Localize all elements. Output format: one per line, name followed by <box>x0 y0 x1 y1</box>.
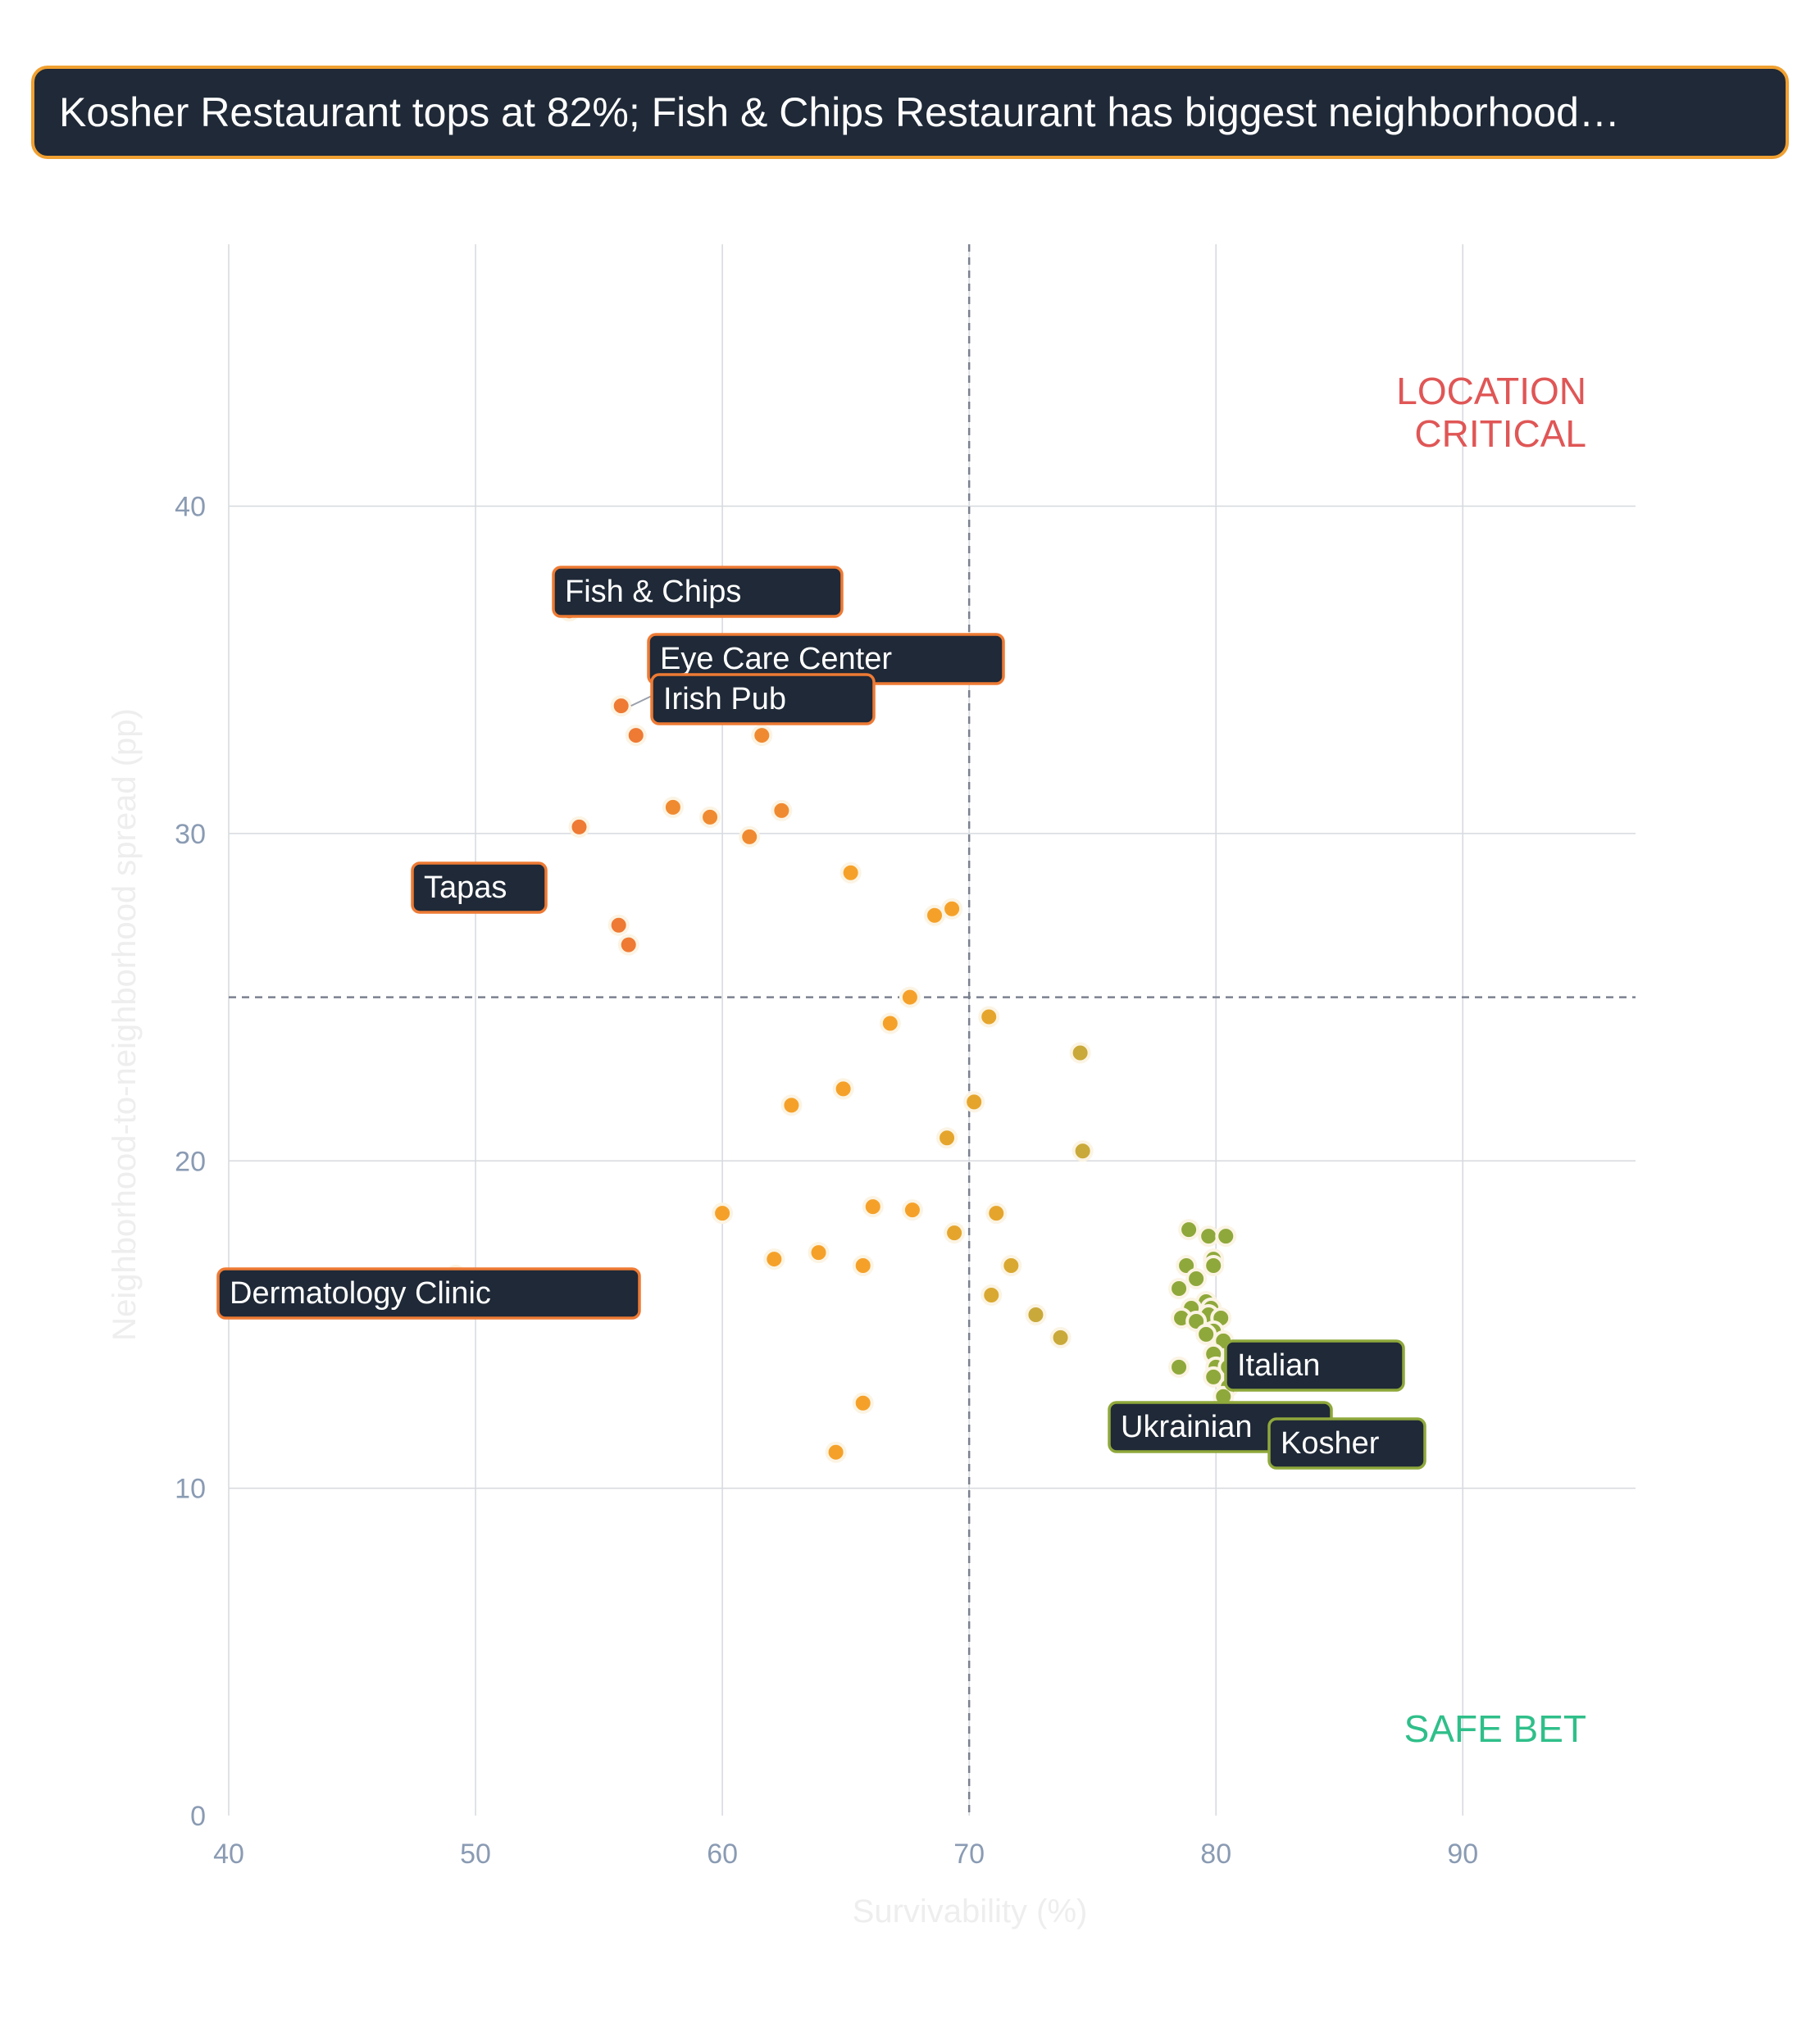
data-point <box>1168 1278 1190 1300</box>
data-point <box>1195 1323 1217 1345</box>
data-point <box>610 695 632 717</box>
data-point <box>901 1199 923 1221</box>
data-point <box>963 1091 985 1113</box>
data-point <box>862 1196 884 1218</box>
point-label: Tapas <box>424 870 507 905</box>
data-point <box>981 1284 1003 1306</box>
data-point <box>808 1242 830 1264</box>
x-tick-label: 80 <box>1200 1839 1231 1870</box>
data-point <box>1185 1268 1208 1290</box>
data-point <box>712 1202 734 1225</box>
data-point <box>751 725 773 747</box>
quadrant-label-line: CRITICAL <box>1414 412 1586 455</box>
x-tick-label: 50 <box>460 1839 491 1870</box>
data-point <box>1203 1366 1225 1388</box>
data-point <box>1215 1225 1237 1248</box>
quadrant-label-line: LOCATION <box>1396 370 1586 412</box>
data-point <box>1000 1255 1022 1277</box>
data-point <box>771 799 793 821</box>
quadrant-label-safe-bet: SAFE BET <box>1404 1707 1586 1750</box>
data-point <box>1168 1356 1190 1378</box>
data-point <box>852 1255 874 1277</box>
data-point <box>625 725 647 747</box>
data-point <box>839 861 862 884</box>
data-point <box>1072 1140 1094 1162</box>
data-point <box>739 825 761 848</box>
label-leader <box>630 695 653 707</box>
point-label: Fish & Chips <box>565 575 741 609</box>
y-tick-label: 20 <box>175 1146 206 1177</box>
data-point <box>1178 1219 1200 1241</box>
data-point <box>1203 1255 1225 1277</box>
label-box <box>650 673 876 725</box>
label-box <box>552 566 844 618</box>
data-point <box>617 934 639 956</box>
x-axis-title: Survivability (%) <box>853 1893 1088 1930</box>
data-point <box>852 1392 874 1414</box>
x-tick-label: 40 <box>213 1839 244 1870</box>
x-tick-label: 90 <box>1447 1839 1478 1870</box>
y-tick-label: 0 <box>190 1801 206 1832</box>
label-box <box>216 1267 641 1320</box>
y-tick-label: 10 <box>175 1474 206 1505</box>
data-point <box>879 1012 901 1034</box>
label-box <box>1267 1417 1426 1470</box>
data-point <box>944 1222 966 1244</box>
data-point <box>936 1127 958 1149</box>
point-label: Italian <box>1237 1348 1320 1383</box>
data-point <box>832 1078 854 1100</box>
quadrant-label-location-critical: LOCATION CRITICAL <box>1396 370 1586 455</box>
data-point <box>924 904 946 926</box>
data-point <box>899 986 921 1008</box>
point-label: Kosher <box>1281 1426 1380 1461</box>
tick-labels: 40 50 60 70 80 90 0 10 20 30 40 <box>175 492 1478 1871</box>
data-point <box>662 796 684 818</box>
y-tick-label: 40 <box>175 492 206 523</box>
data-point <box>941 898 963 920</box>
data-point <box>1198 1225 1220 1248</box>
data-points <box>444 600 1276 1463</box>
data-point <box>1069 1042 1091 1064</box>
data-point <box>1049 1326 1072 1348</box>
data-point <box>985 1202 1008 1225</box>
reference-lines <box>229 244 1636 1816</box>
grid <box>228 244 1636 1816</box>
data-point <box>763 1248 785 1271</box>
point-labels: Fish & Chips Eye Care Center Irish Pub Tapa… <box>216 566 1426 1470</box>
label-box <box>411 861 548 914</box>
x-tick-label: 70 <box>953 1839 985 1870</box>
x-tick-label: 60 <box>707 1839 738 1870</box>
data-point <box>825 1441 847 1463</box>
label-box <box>1224 1339 1405 1392</box>
point-label: Ukrainian <box>1121 1410 1253 1444</box>
point-label: Dermatology Clinic <box>230 1276 491 1311</box>
point-label: Irish Pub <box>663 682 786 716</box>
point-label: Eye Care Center <box>660 642 892 676</box>
data-point <box>699 806 721 828</box>
chart-headline: Kosher Restaurant tops at 82%; Fish & Ch… <box>31 66 1789 159</box>
data-point <box>780 1094 803 1116</box>
data-point <box>568 816 590 838</box>
y-tick-label: 30 <box>175 819 206 850</box>
data-point <box>978 1006 1000 1028</box>
y-axis-title: Neighborhood-to-neighborhood spread (pp) <box>107 708 143 1341</box>
data-point <box>607 914 630 936</box>
data-point <box>1025 1303 1047 1325</box>
